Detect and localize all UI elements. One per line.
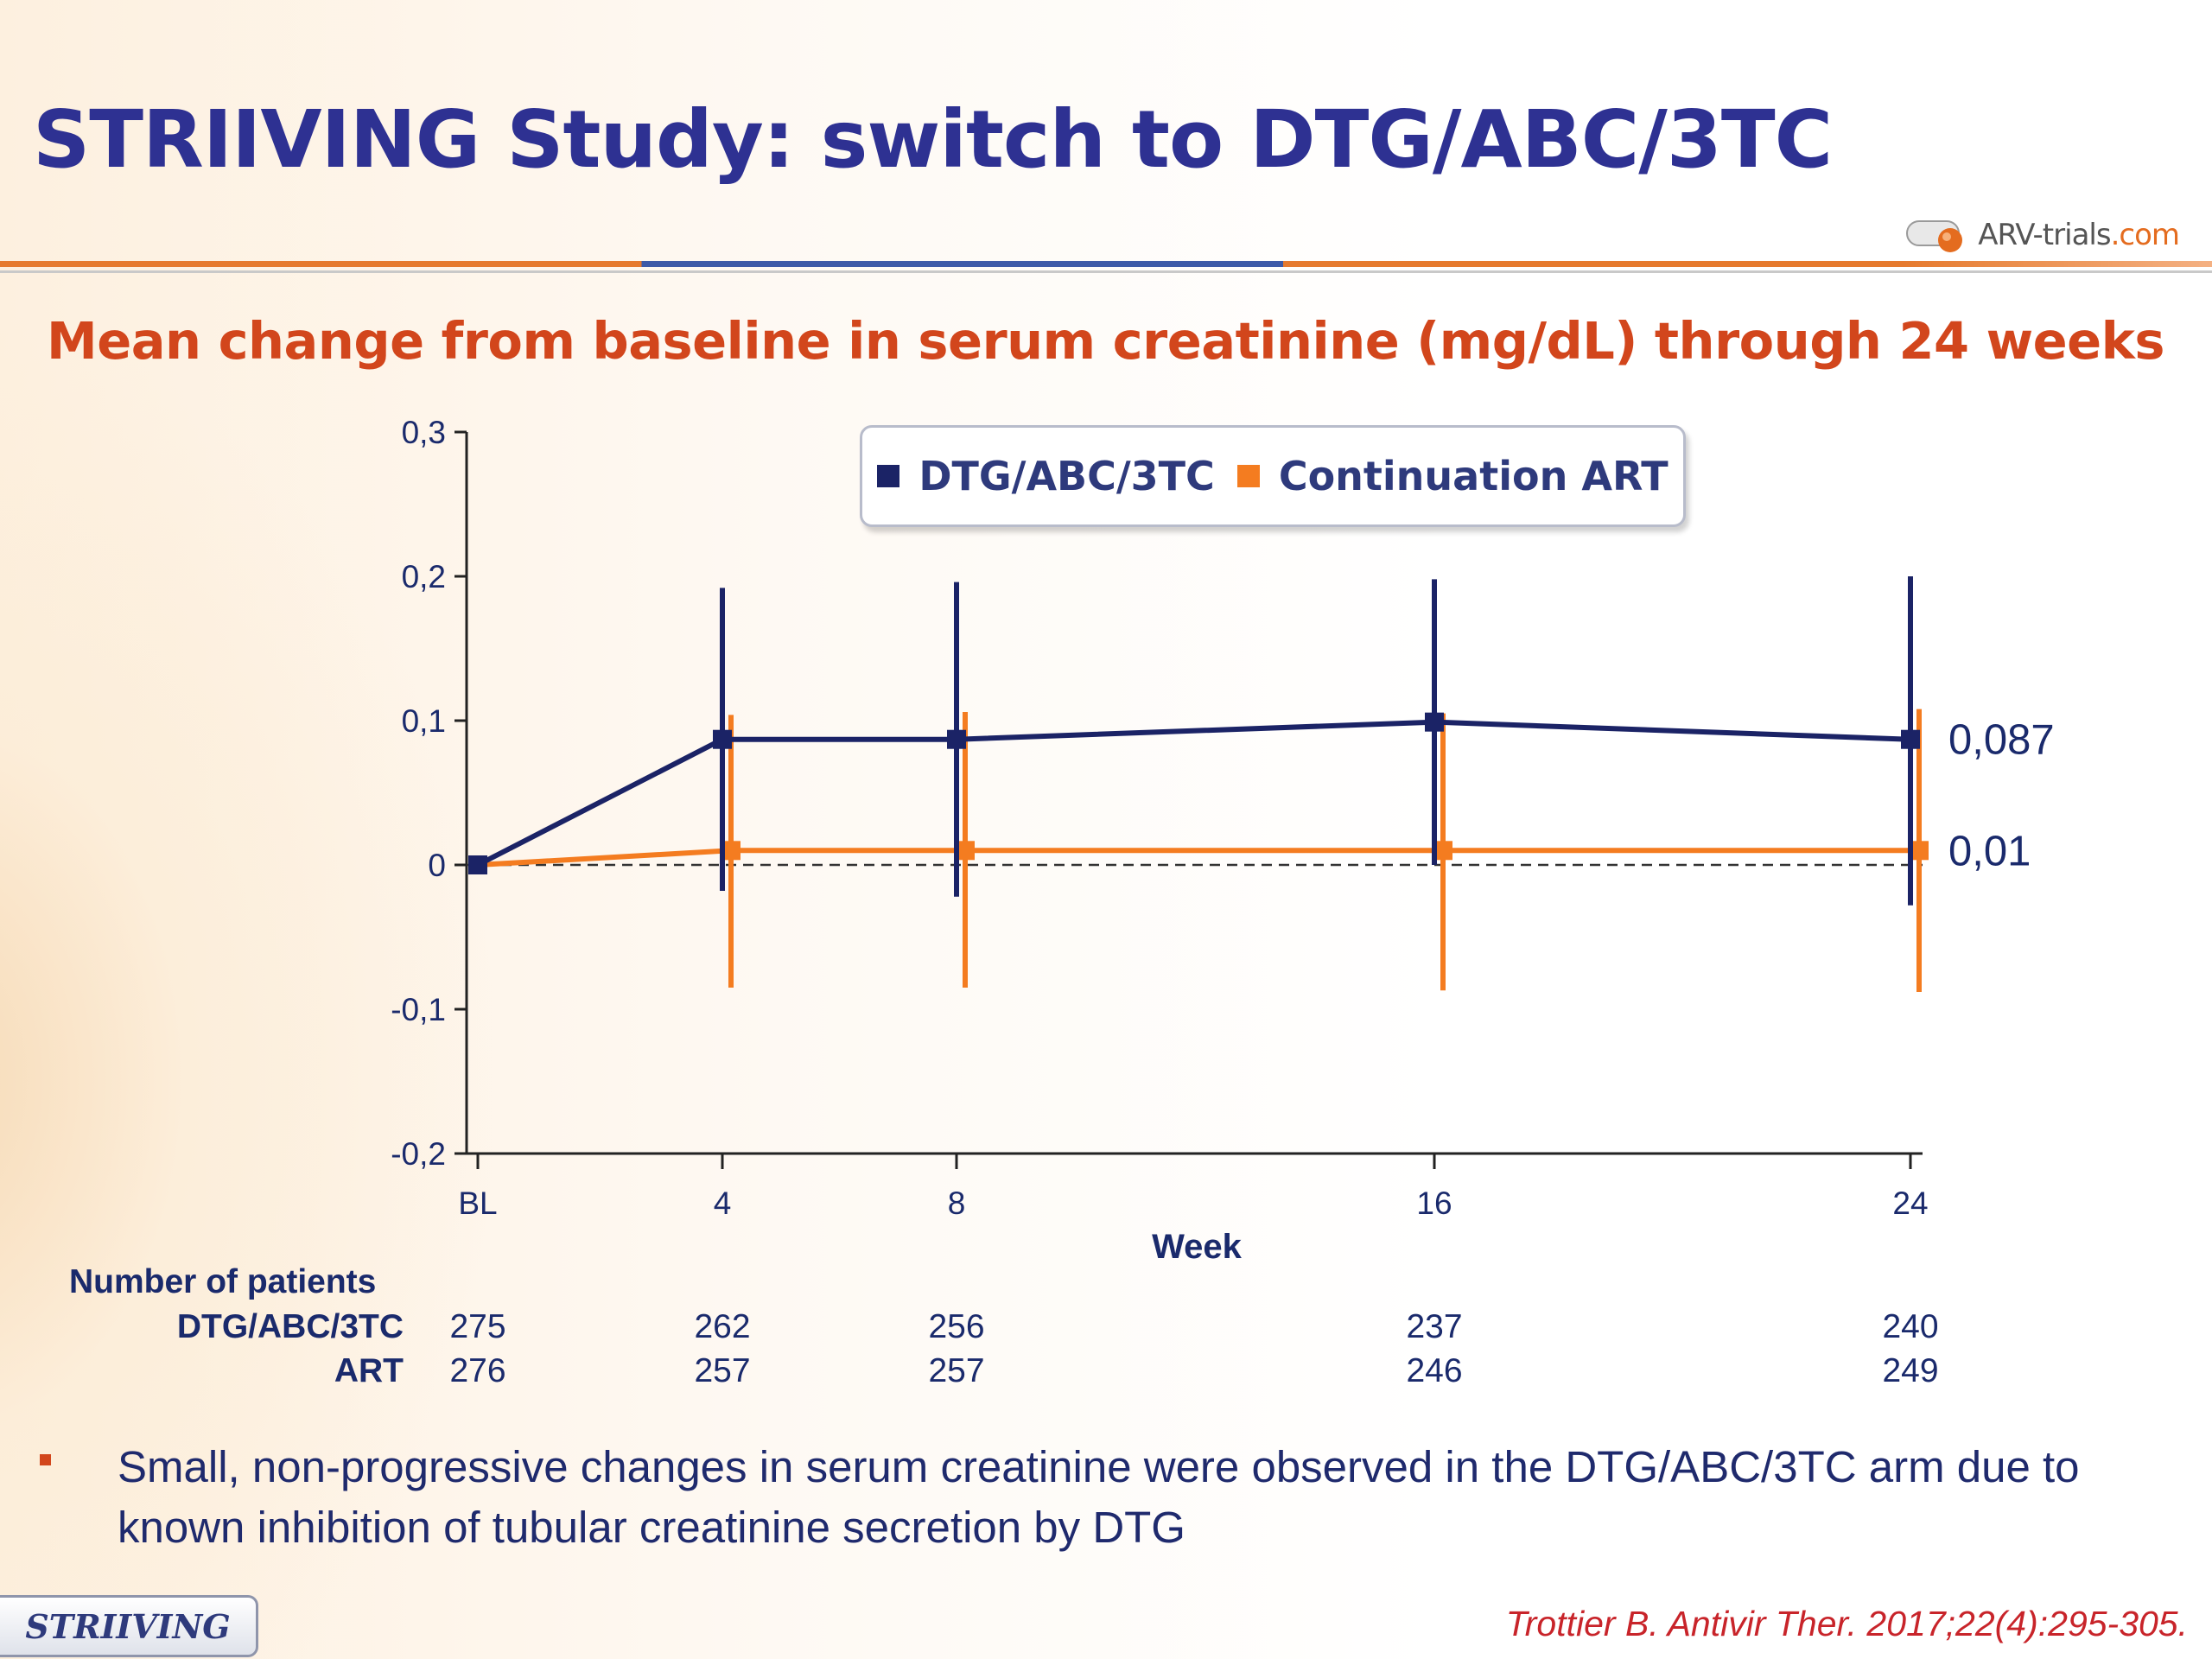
logo-text: ARV-trials.com [1978, 218, 2180, 252]
patients-cell: 256 [928, 1308, 985, 1345]
data-point [947, 729, 966, 749]
data-point [713, 729, 732, 749]
data-point [1901, 729, 1920, 749]
chart-subtitle: Mean change from baseline in serum creat… [47, 311, 2165, 371]
x-tick-label: 8 [948, 1185, 966, 1221]
arv-trials-logo: ARV-trials.com [1904, 214, 2180, 256]
bullet-square-icon [40, 1454, 51, 1465]
y-tick-label: 0,1 [402, 703, 446, 739]
x-axis-title: Week [1152, 1228, 1243, 1266]
patients-cell: 275 [449, 1308, 506, 1345]
series-line [477, 848, 1919, 868]
patients-cell: 276 [449, 1352, 506, 1389]
creatinine-chart: -0,2 -0,1 0 0,1 0,2 0,3 BL 4 8 16 24 Week 0,01 0,087 [391, 415, 2055, 1266]
header-rule-shadow [0, 270, 2212, 273]
patients-cell: 246 [1406, 1352, 1463, 1389]
data-point [1433, 841, 1452, 861]
legend-label-art: Continuation ART [1278, 453, 1669, 499]
citation: Trottier B. Antivir Ther. 2017;22(4):295… [1505, 1604, 2188, 1643]
legend-item-art: Continuation ART [1236, 453, 1669, 499]
pill-icon [1906, 220, 1963, 252]
patients-heading: Number of patients [69, 1263, 377, 1300]
y-tick-label: -0,1 [391, 992, 446, 1027]
data-point [721, 841, 741, 861]
legend-swatch-art [1236, 465, 1260, 487]
y-tick-label: 0,2 [402, 559, 446, 594]
end-value-label: 0,087 [1948, 717, 2055, 764]
patients-cell: 249 [1882, 1352, 1939, 1389]
patients-cell: 257 [694, 1352, 751, 1389]
series-line [476, 719, 1911, 868]
data-point [1910, 841, 1929, 861]
patients-row-label: ART [334, 1352, 404, 1389]
patients-cell: 240 [1882, 1308, 1939, 1345]
page-title: STRIIVING Study: switch to DTG/ABC/3TC [33, 93, 1833, 186]
legend-label-dtg: DTG/ABC/3TC [918, 453, 1215, 499]
y-tick-label: 0 [428, 848, 446, 883]
x-tick-label: 4 [714, 1185, 732, 1221]
logo-main: ARV-trials [1978, 218, 2111, 252]
study-tag: STRIIVING [0, 1595, 258, 1657]
y-tick-label: -0,2 [391, 1136, 446, 1172]
patients-row-label: DTG/ABC/3TC [176, 1308, 404, 1345]
x-tick-label: BL [458, 1185, 497, 1221]
x-tick-label: 24 [1892, 1185, 1928, 1221]
data-point [1425, 712, 1444, 732]
chart-legend: DTG/ABC/3TC Continuation ART [860, 425, 1686, 527]
header-rule [0, 261, 2212, 267]
legend-swatch-dtg [877, 465, 900, 487]
data-point [468, 855, 487, 874]
patients-cell: 237 [1406, 1308, 1463, 1345]
x-tick-label: 16 [1416, 1185, 1452, 1221]
end-value-label: 0,01 [1948, 828, 2031, 874]
legend-item-dtg: DTG/ABC/3TC [877, 453, 1215, 499]
patients-cell: 257 [928, 1352, 985, 1389]
y-tick-label: 0,3 [402, 415, 446, 450]
data-point [956, 841, 975, 861]
bullet-text: Small, non-progressive changes in serum … [118, 1442, 2080, 1552]
logo-accent: .com [2110, 218, 2180, 252]
patients-cell: 262 [694, 1308, 751, 1345]
